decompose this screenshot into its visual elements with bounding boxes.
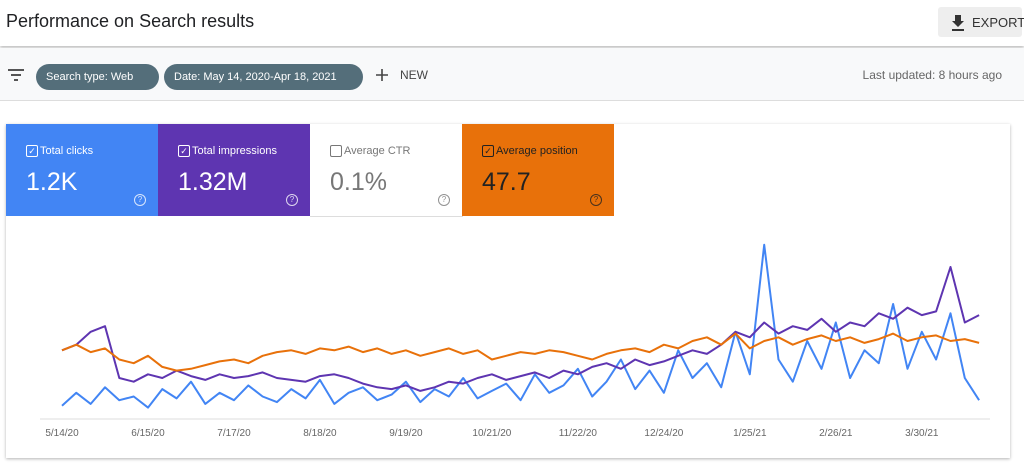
series-line bbox=[61, 332, 980, 372]
help-icon[interactable]: ? bbox=[134, 194, 146, 206]
x-tick-label: 6/15/20 bbox=[131, 428, 165, 439]
checkbox bbox=[330, 145, 342, 157]
page-title: Performance on Search results bbox=[6, 11, 255, 31]
x-tick-label: 1/25/21 bbox=[733, 428, 767, 439]
download-icon bbox=[952, 15, 964, 31]
filter-icon[interactable] bbox=[6, 66, 26, 86]
checkbox: ✓ bbox=[26, 145, 38, 157]
metric-label: Total impressions bbox=[192, 145, 277, 157]
chip-label: Search type: Web bbox=[46, 71, 134, 83]
x-tick-label: 5/14/20 bbox=[45, 428, 79, 439]
help-icon[interactable]: ? bbox=[286, 194, 298, 206]
performance-panel: ✓ Total clicks 1.2K? ✓ Total impressions 1.3… bbox=[6, 124, 1010, 458]
filter-chip[interactable]: Search type: Web bbox=[36, 64, 160, 90]
help-icon[interactable]: ? bbox=[590, 194, 602, 206]
x-tick-label: 11/22/20 bbox=[559, 428, 598, 439]
x-tick-label: 8/18/20 bbox=[303, 428, 337, 439]
metric-card[interactable]: ✓ Total impressions 1.32M? bbox=[158, 124, 310, 216]
x-tick-label: 2/26/21 bbox=[819, 428, 853, 439]
metric-value: 47.7 bbox=[482, 168, 531, 196]
filter-chip[interactable]: Date: May 14, 2020-Apr 18, 2021 bbox=[164, 64, 363, 90]
metric-label: Average position bbox=[496, 145, 578, 157]
metric-card[interactable]: ✓ Average position 47.7? bbox=[462, 124, 614, 216]
metric-label: Average CTR bbox=[344, 145, 411, 157]
x-tick-label: 9/19/20 bbox=[389, 428, 423, 439]
new-filter[interactable]: NEW bbox=[400, 68, 428, 82]
metric-label: Total clicks bbox=[40, 145, 94, 157]
metric-value: 0.1% bbox=[330, 168, 387, 196]
plus-icon bbox=[376, 69, 388, 81]
x-tick-label: 3/30/21 bbox=[905, 428, 939, 439]
checkbox: ✓ bbox=[482, 145, 494, 157]
metric-card[interactable]: Average CTR 0.1%? bbox=[310, 124, 463, 217]
series-line bbox=[61, 266, 980, 392]
x-tick-label: 10/21/20 bbox=[472, 428, 511, 439]
x-tick-label: 12/24/20 bbox=[644, 428, 683, 439]
metric-value: 1.2K bbox=[26, 168, 78, 196]
metric-card[interactable]: ✓ Total clicks 1.2K? bbox=[6, 124, 158, 216]
filter-bar: Search type: Web Date: May 14, 2020-Apr … bbox=[0, 48, 1024, 101]
export-button[interactable]: EXPORT bbox=[938, 7, 1024, 37]
last-updated: Last updated: 8 hours ago bbox=[862, 68, 1002, 82]
checkbox: ✓ bbox=[178, 145, 190, 157]
chip-label: Date: May 14, 2020-Apr 18, 2021 bbox=[174, 71, 337, 83]
metric-value: 1.32M bbox=[178, 168, 248, 196]
series-line bbox=[61, 243, 980, 409]
export-label: EXPORT bbox=[972, 15, 1024, 30]
header: Performance on Search results EXPORT bbox=[0, 0, 1024, 46]
x-tick-label: 7/17/20 bbox=[217, 428, 251, 439]
help-icon[interactable]: ? bbox=[438, 194, 450, 206]
